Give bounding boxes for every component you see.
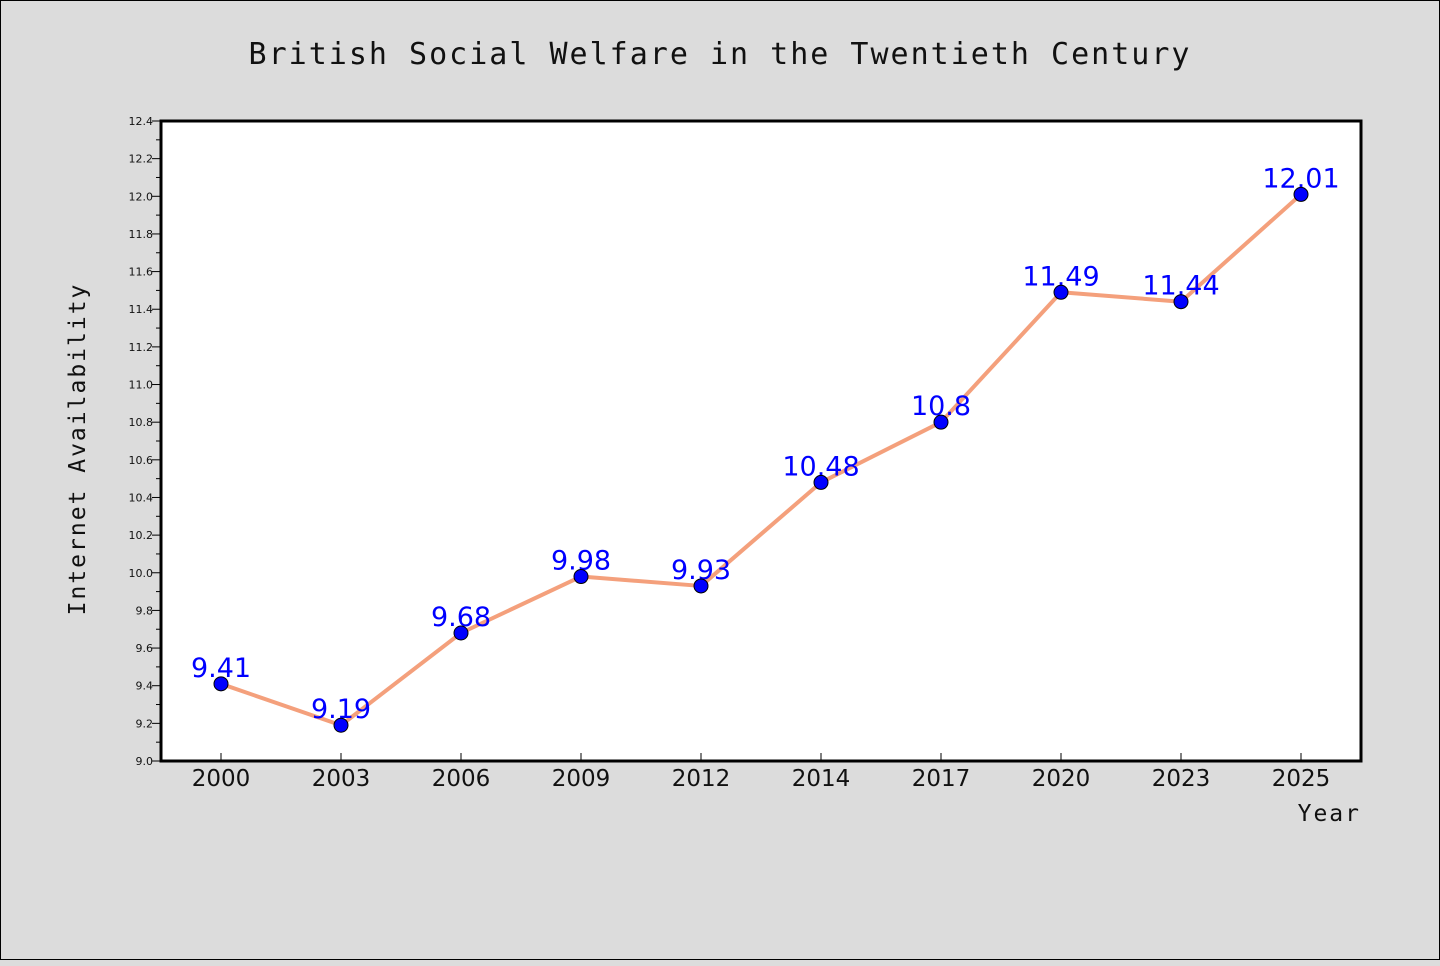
- x-tick-label: 2014: [792, 766, 851, 792]
- chart-title: British Social Welfare in the Twentieth …: [249, 37, 1192, 72]
- y-tick-label: 12.4: [129, 115, 154, 128]
- x-tick-label: 2020: [1032, 766, 1091, 792]
- plot-area: [159, 119, 1363, 763]
- data-point: [693, 578, 709, 594]
- x-tick-label: 2006: [432, 766, 491, 792]
- y-tick-label: 10.0: [129, 567, 154, 580]
- y-tick-label: 10.4: [129, 491, 154, 504]
- y-axis-label: Internet Availability: [65, 283, 91, 616]
- series-line: [219, 192, 1303, 728]
- x-axis-label: Year: [1298, 801, 1361, 827]
- y-tick-label: 10.2: [129, 529, 154, 542]
- data-point: [1173, 294, 1189, 310]
- y-tick-label: 11.0: [129, 379, 154, 392]
- y-tick-label: 9.6: [136, 642, 154, 655]
- data-point: [1293, 186, 1309, 202]
- x-tick-label: 2003: [312, 766, 371, 792]
- data-point: [213, 676, 229, 692]
- data-point: [813, 474, 829, 490]
- data-point: [333, 717, 349, 733]
- x-tick-label: 2023: [1152, 766, 1211, 792]
- x-tick-label: 2017: [912, 766, 971, 792]
- y-tick-label: 11.2: [129, 341, 154, 354]
- y-tick-label: 9.0: [136, 755, 154, 768]
- y-tick-label: 11.8: [129, 228, 154, 241]
- y-tick-label: 9.8: [136, 604, 154, 617]
- x-tick-label: 2012: [672, 766, 731, 792]
- y-tick-label: 11.4: [129, 303, 154, 316]
- data-point: [453, 625, 469, 641]
- y-axis: 9.0 9.2 9.4 9.6 9.8 10.0 10.2 10.4 10.6 10.8 11.0 1…: [129, 115, 161, 768]
- x-tick-label: 2000: [192, 766, 251, 792]
- y-tick-label: 12.2: [129, 153, 154, 166]
- y-tick-label: 11.6: [129, 266, 154, 279]
- x-tick-label: 2025: [1272, 766, 1331, 792]
- y-tick-label: 9.4: [136, 680, 154, 693]
- x-tick-label: 2009: [552, 766, 611, 792]
- y-tick-label: 10.8: [129, 416, 154, 429]
- y-tick-label: 9.2: [136, 717, 154, 730]
- data-point: [573, 569, 589, 585]
- x-axis: 2000 2003 2006 2009 2012 2014 2017 2020 2023 2025: [192, 753, 1331, 792]
- y-tick-label: 12.0: [129, 190, 154, 203]
- data-point: [933, 414, 949, 430]
- data-point: [1053, 284, 1069, 300]
- y-tick-label: 10.6: [129, 454, 154, 467]
